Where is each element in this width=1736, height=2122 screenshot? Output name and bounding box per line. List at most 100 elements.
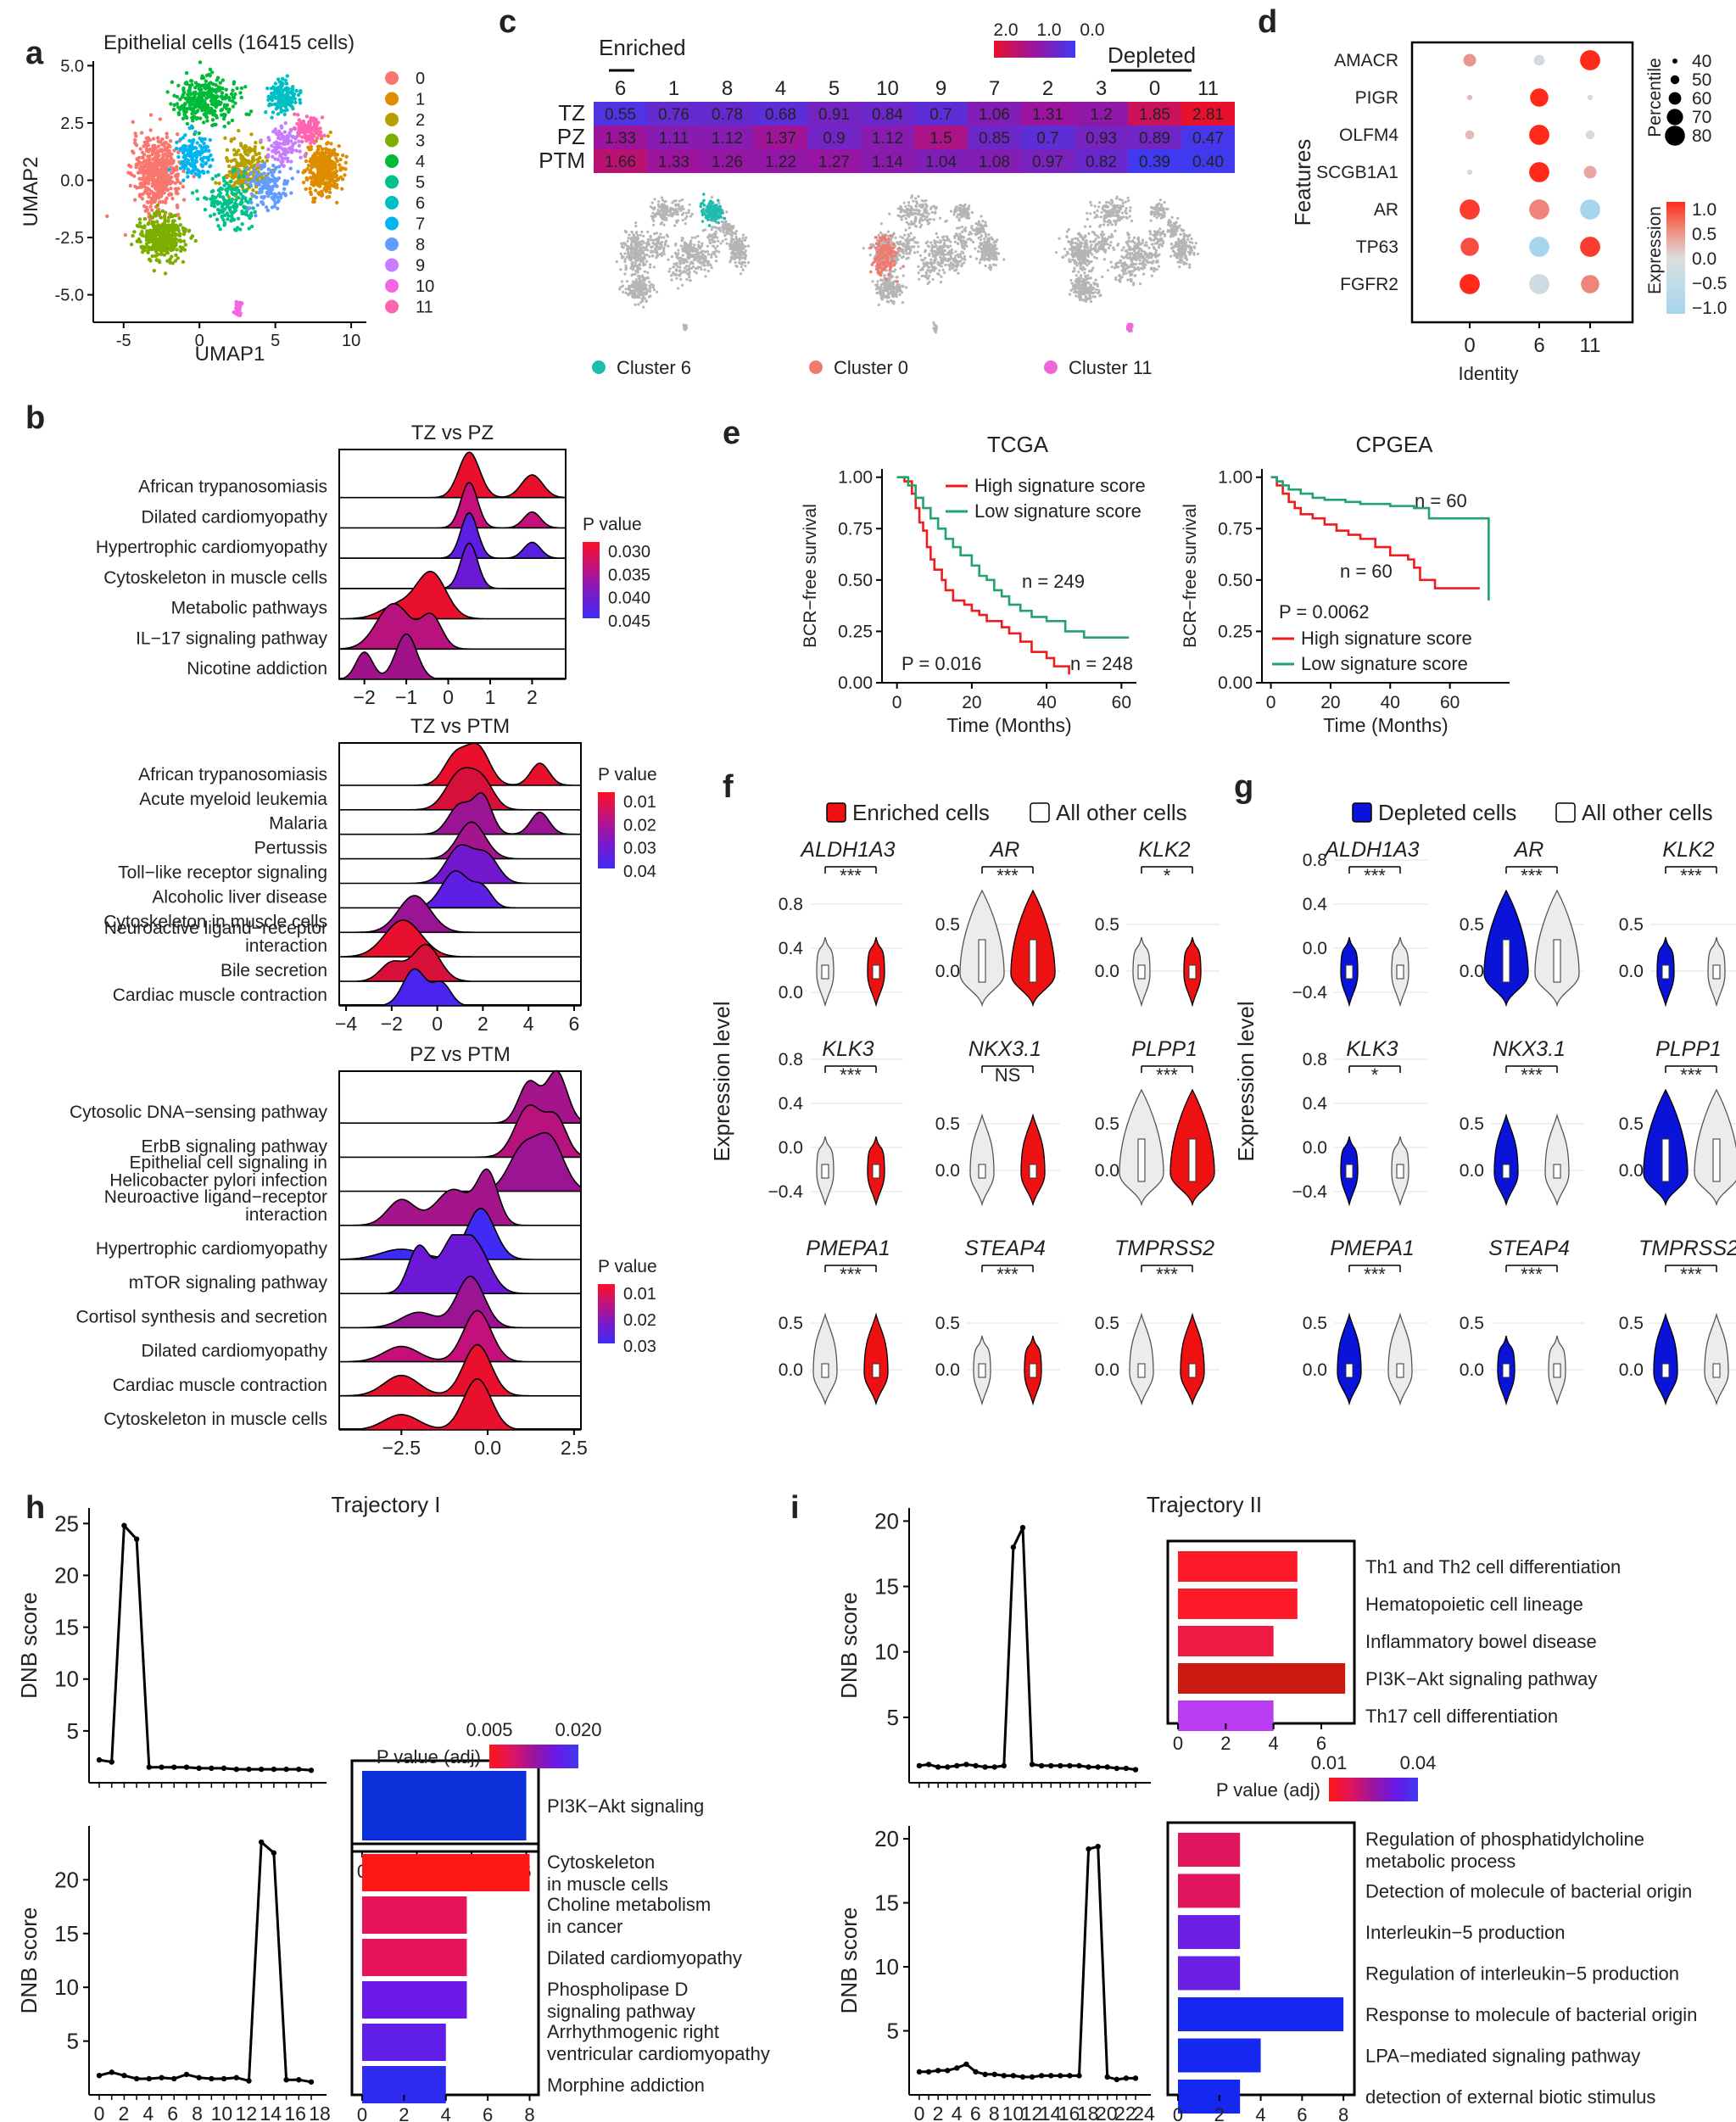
umap-point [271,154,275,159]
ridge-x-tick-label: 2.5 [561,1437,588,1459]
mini-umap-point [657,213,661,216]
mini-umap-point [730,256,734,260]
umap-point [271,173,275,178]
umap-point [216,224,220,228]
mini-umap-point [673,224,677,227]
heatmap-cell-value: 0.85 [979,130,1010,148]
mini-umap-point [634,295,638,299]
mini-umap-point [914,197,918,200]
umap-point [210,118,215,122]
umap-point [337,143,341,148]
umap-point [148,147,153,152]
mini-umap-point [679,259,683,262]
umap-point [138,232,143,237]
mini-umap-point [642,241,645,244]
mini-umap-point [689,279,692,282]
mini-umap-point [711,239,714,243]
umap-point [309,176,313,180]
umap-point [237,175,242,179]
heatmap-column-label: 9 [935,77,946,100]
mini-umap-point [730,247,734,250]
umap-point [242,204,246,209]
mini-umap-point [628,288,632,292]
umap-point [167,162,171,166]
umap-point [173,174,178,178]
mini-umap-point [933,249,936,253]
umap-point [198,60,203,64]
mini-umap-point [734,243,738,246]
umap-point [152,191,157,196]
mini-umap-point [700,256,703,260]
umap-point [168,237,173,242]
heatmap-cell-value: 1.5 [929,130,952,148]
mini-umap-point [619,268,622,271]
umap-point [207,86,211,90]
umap-point [164,148,168,153]
mini-umap-point [1002,258,1006,261]
mini-umap-point [883,274,886,277]
mini-umap-point [738,258,742,261]
ridge-density [339,1131,582,1192]
umap-point [159,239,164,243]
umap-legend-label: 7 [416,215,425,234]
umap-point [173,187,178,191]
mini-umap-point [738,239,741,243]
umap-point [208,214,213,218]
mini-umap-point [646,237,650,242]
umap-point [226,187,230,191]
umap-point [156,144,161,148]
umap-point [190,155,194,159]
mini-umap-point [650,249,653,253]
umap-point [329,142,333,146]
umap-point [146,176,150,181]
mini-umap-point [649,263,652,266]
umap-point [335,186,339,190]
mini-umap-point [711,226,714,229]
umap-point [299,155,303,159]
mini-umap-point [634,252,638,255]
umap-point [175,165,179,169]
mini-umap-point [646,271,650,275]
mini-umap-point [675,276,678,280]
umap-point [154,181,158,186]
heatmap-cell-value: 1.11 [659,130,689,148]
umap-point [151,168,155,172]
umap-point [318,126,322,131]
umap-point [187,86,193,90]
mini-umap-point [895,276,898,279]
umap-point [150,152,154,157]
umap-point [273,102,277,106]
umap-point [225,158,230,163]
ridge-row-label: Cytoskeleton in muscle cells [103,1410,327,1429]
umap-point [198,170,203,175]
mini-umap-point [979,238,983,242]
mini-umap-point [660,236,663,239]
umap-point [216,193,221,198]
mini-umap-point [685,277,689,282]
mini-umap-point [667,270,671,273]
umap-legend-label: 9 [416,257,425,276]
mini-umap-point [879,287,882,290]
ridge-row-label: Epithelial cell signaling in [130,1153,327,1173]
mini-umap-point [877,303,880,306]
ridge-legend-value: 0.02 [623,816,656,835]
mini-umap-point [701,253,705,256]
umap-point [311,196,315,201]
umap-point [177,233,182,237]
umap-point [332,182,337,187]
umap-point [253,209,257,215]
umap-point [280,134,284,138]
mini-umap-point [991,263,995,266]
mini-umap-point [629,248,633,251]
umap-point [319,154,323,159]
umap-point [165,187,169,192]
umap-point [160,190,165,194]
umap-point [338,157,343,162]
umap-point [279,108,283,112]
mini-umap-point [886,283,890,287]
mini-umap-point [701,229,705,232]
ridge-legend-title: P value [598,765,657,785]
umap-point [181,185,186,189]
mini-umap-point [632,246,635,249]
umap-point [154,220,159,224]
